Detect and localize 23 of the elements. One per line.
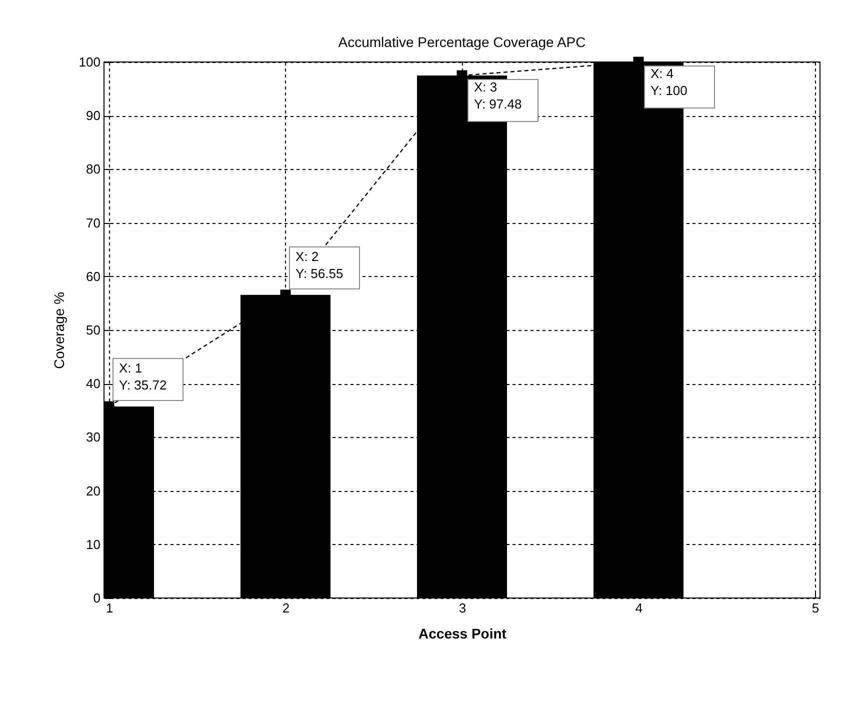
annotation: X: 1 Y: 35.72 bbox=[119, 360, 167, 393]
y-tick-label: 10 bbox=[86, 536, 100, 552]
x-axis-title: Access Point bbox=[418, 626, 507, 642]
y-axis-title: Coverage % bbox=[50, 292, 67, 370]
y-tick-label: 100 bbox=[78, 54, 100, 70]
y-tick-label: 50 bbox=[86, 322, 100, 338]
y-tick-label: 70 bbox=[86, 215, 100, 230]
x-tick-label: 1 bbox=[106, 600, 114, 616]
y-tick-label: 90 bbox=[86, 108, 100, 124]
y-tick-label: 60 bbox=[86, 268, 100, 284]
y-tick-label: 20 bbox=[86, 483, 100, 498]
annotation: X: 4 Y: 100 bbox=[650, 66, 688, 98]
x-tick-label: 5 bbox=[812, 600, 820, 616]
chart-title: Accumlative Percentage Coverage APC bbox=[338, 34, 586, 50]
annotation: X: 2 Y: 56.55 bbox=[296, 248, 344, 281]
y-tick-label: 40 bbox=[86, 376, 100, 392]
y-tick-label: 30 bbox=[86, 430, 100, 445]
y-tick-label: 0 bbox=[93, 590, 100, 606]
x-tick-label: 2 bbox=[282, 600, 290, 616]
annotation: X: 3 Y: 97.48 bbox=[474, 80, 522, 112]
x-tick-label: 4 bbox=[635, 600, 643, 616]
x-tick-label: 3 bbox=[458, 600, 466, 616]
y-tick-label: 80 bbox=[86, 162, 100, 177]
